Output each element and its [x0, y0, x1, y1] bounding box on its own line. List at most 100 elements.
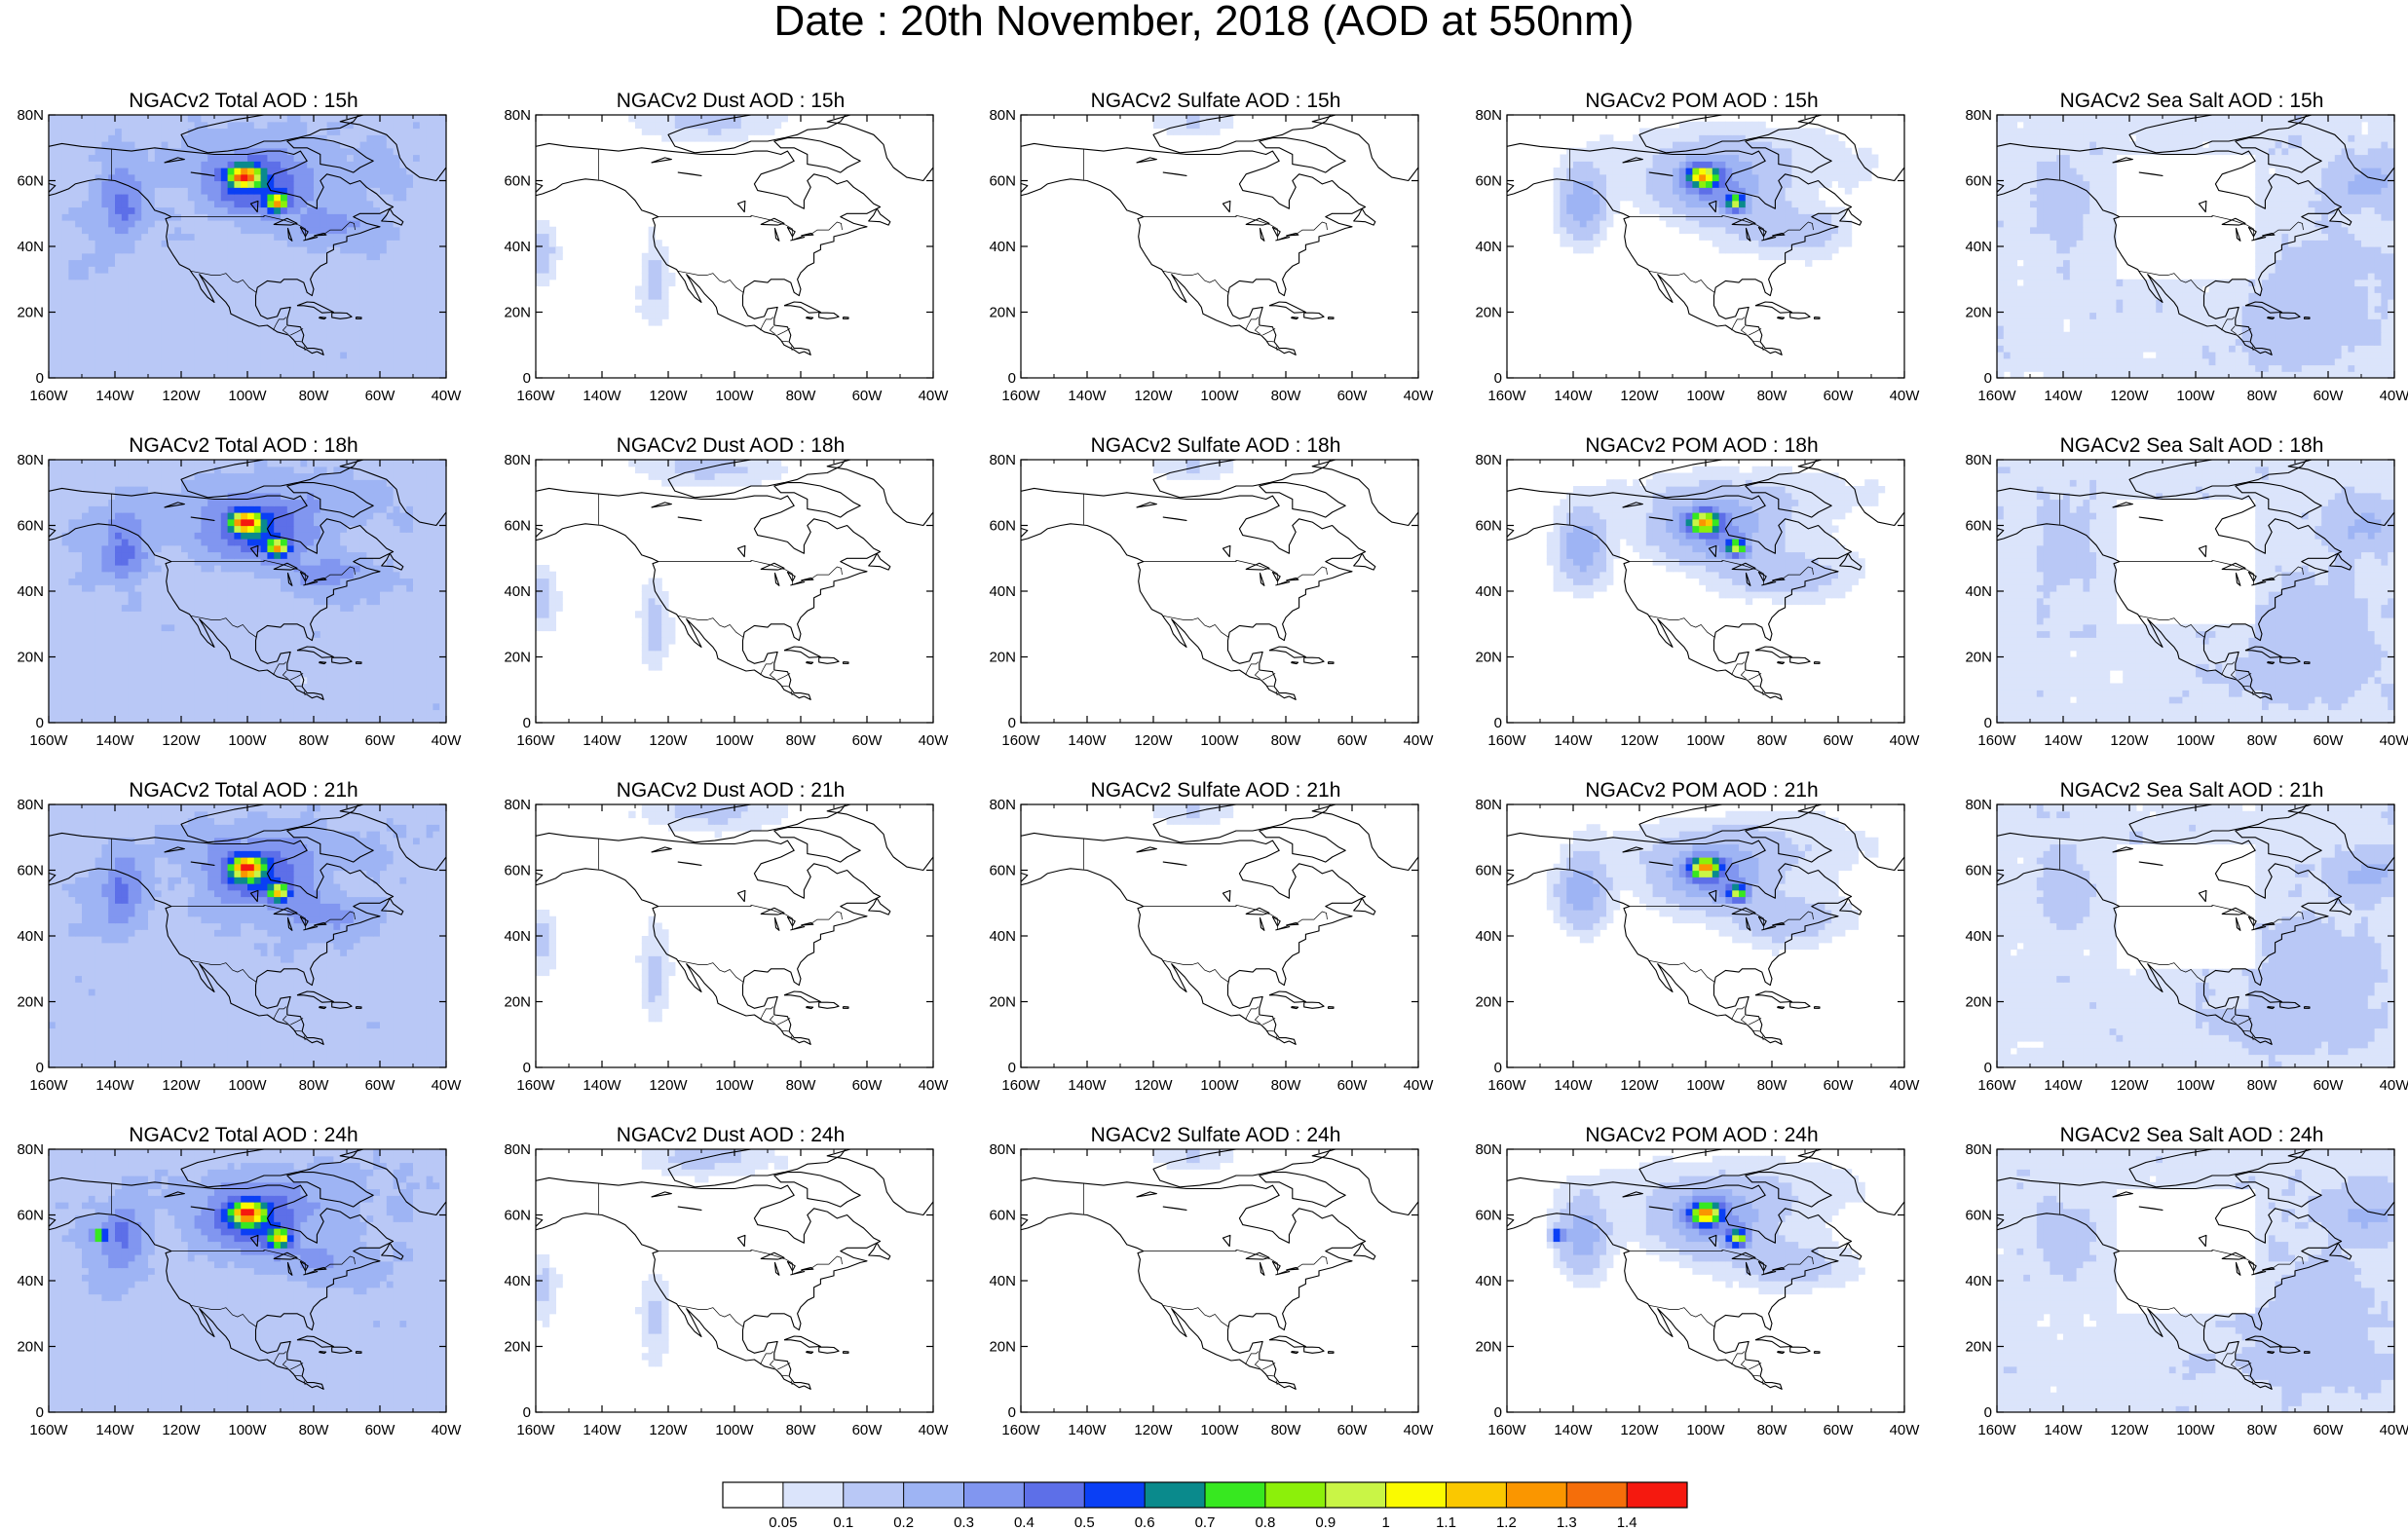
- map-panel-seasalt-18h: NGACv2 Sea Salt AOD : 18h 0 20N 40N 60N 80N 16…: [1948, 434, 2408, 775]
- lon-tick-label: 60W: [1824, 388, 1855, 404]
- colorbar-swatch: [1566, 1482, 1628, 1508]
- lat-tick-label: 0: [1494, 1404, 1502, 1421]
- lat-tick-label: 40N: [504, 1273, 531, 1289]
- lat-tick-label: 20N: [989, 650, 1016, 666]
- political-borders: [1569, 149, 1814, 352]
- lon-tick-label: 100W: [715, 1077, 754, 1094]
- map-panel-sulfate-21h: NGACv2 Sulfate AOD : 21h 0 20N 40N 60N 80N 160…: [972, 779, 1459, 1120]
- panel-title: NGACv2 Sea Salt AOD : 24h: [1948, 1124, 2408, 1149]
- lat-tick-label: 60N: [1475, 863, 1502, 879]
- lat-tick-label: 20N: [989, 305, 1016, 321]
- colorbar-swatch: [1446, 1482, 1507, 1508]
- map-panel-pom-21h: NGACv2 POM AOD : 21h 0 20N 40N 60N 80N 160W 140…: [1458, 779, 1945, 1120]
- coastlines: [1507, 804, 1904, 1045]
- political-borders: [1083, 494, 1328, 696]
- lon-tick-label: 60W: [852, 388, 884, 404]
- lat-tick-label: 0: [1008, 715, 1016, 731]
- lat-tick-label: 20N: [1475, 1339, 1502, 1356]
- lat-tick-label: 20N: [1475, 994, 1502, 1011]
- aod-map: 0 20N 40N 60N 80N 160W 140W 120W 100W 80W 60W 40W: [504, 1141, 949, 1438]
- aod-map: 0 20N 40N 60N 80N 160W 140W 120W 100W 80W 60W 40W: [989, 452, 1434, 749]
- lon-tick-label: 120W: [1620, 1422, 1659, 1438]
- lat-tick-label: 20N: [17, 994, 44, 1011]
- lon-tick-label: 60W: [365, 1077, 396, 1094]
- aod-map: 0 20N 40N 60N 80N 160W 140W 120W 100W 80W 60W 40W: [1965, 107, 2408, 404]
- lon-tick-label: 100W: [715, 1422, 754, 1438]
- lon-tick-label: 80W: [2247, 1077, 2278, 1094]
- aod-map: 0 20N 40N 60N 80N 160W 140W 120W 100W 80W 60W 40W: [989, 107, 1434, 404]
- lon-tick-label: 80W: [299, 1077, 330, 1094]
- lat-tick-label: 60N: [17, 518, 44, 535]
- lon-tick-label: 60W: [365, 732, 396, 749]
- lon-tick-label: 100W: [228, 388, 267, 404]
- lon-tick-label: 160W: [1977, 388, 2016, 404]
- lat-tick-label: 80N: [1475, 797, 1502, 813]
- lat-tick-label: 60N: [1965, 1208, 1992, 1224]
- lon-tick-label: 140W: [583, 732, 621, 749]
- map-panel-total-15h: NGACv2 Total AOD : 15h 0 20N 40N 60N 80N 160W 1…: [0, 90, 487, 430]
- lon-tick-label: 60W: [2314, 732, 2345, 749]
- aod-map: 0 20N 40N 60N 80N 160W 140W 120W 100W 80W 60W 40W: [1475, 1141, 1921, 1438]
- colorbar-label: 1.1: [1436, 1514, 1456, 1531]
- lon-tick-label: 40W: [1890, 388, 1921, 404]
- lon-tick-label: 100W: [1686, 388, 1725, 404]
- lon-tick-label: 120W: [2110, 732, 2149, 749]
- map-panel-sulfate-24h: NGACv2 Sulfate AOD : 24h 0 20N 40N 60N 80N 160…: [972, 1124, 1459, 1465]
- lat-tick-label: 80N: [1965, 107, 1992, 124]
- lat-tick-label: 0: [1984, 715, 1992, 731]
- lon-tick-label: 120W: [162, 1077, 201, 1094]
- lat-tick-label: 20N: [17, 305, 44, 321]
- political-borders: [598, 149, 843, 352]
- colorbar-label: 1: [1381, 1514, 1389, 1531]
- aod-map: 0 20N 40N 60N 80N 160W 140W 120W 100W 80W 60W 40W: [989, 797, 1434, 1094]
- aod-map: 0 20N 40N 60N 80N 160W 140W 120W 100W 80W 60W 40W: [1965, 1141, 2408, 1438]
- lon-tick-label: 60W: [852, 1422, 884, 1438]
- lon-tick-label: 40W: [2380, 1077, 2408, 1094]
- political-borders: [1569, 494, 1814, 696]
- lat-tick-label: 40N: [504, 239, 531, 255]
- lat-tick-label: 20N: [17, 1339, 44, 1356]
- colorbar-label: 0.05: [769, 1514, 797, 1531]
- lon-tick-label: 100W: [228, 1077, 267, 1094]
- colorbar-graphic: 0.05 0.1 0.2 0.3 0.4 0.5 0.6 0.7 0.8 0.9 1 1.1 1.2 1.…: [722, 1481, 1688, 1531]
- aod-map: 0 20N 40N 60N 80N 160W 140W 120W 100W 80W 60W 40W: [17, 1141, 462, 1438]
- lon-tick-label: 160W: [516, 1422, 555, 1438]
- aod-field: [536, 1149, 788, 1367]
- lon-tick-label: 140W: [95, 732, 134, 749]
- lon-tick-label: 120W: [649, 732, 688, 749]
- lon-tick-label: 80W: [1271, 1422, 1302, 1438]
- lon-tick-label: 100W: [2176, 388, 2215, 404]
- aod-field: [1546, 1155, 1865, 1295]
- lon-tick-label: 40W: [919, 1077, 950, 1094]
- political-borders: [1569, 839, 1814, 1041]
- lat-tick-label: 40N: [17, 1273, 44, 1289]
- lat-tick-label: 40N: [1965, 928, 1992, 945]
- colorbar-swatch: [1506, 1482, 1567, 1508]
- lon-tick-label: 140W: [2044, 732, 2083, 749]
- lon-tick-label: 80W: [1757, 1077, 1788, 1094]
- aod-field: [1153, 804, 1234, 825]
- lat-tick-label: 40N: [1475, 583, 1502, 600]
- lat-tick-label: 60N: [1475, 1208, 1502, 1224]
- political-borders: [111, 839, 356, 1041]
- lon-tick-label: 160W: [1977, 732, 2016, 749]
- lon-tick-label: 160W: [1977, 1077, 2016, 1094]
- lat-tick-label: 0: [1008, 370, 1016, 387]
- lat-tick-label: 20N: [1475, 305, 1502, 321]
- lon-tick-label: 40W: [1890, 1422, 1921, 1438]
- colorbar-swatch: [1264, 1482, 1327, 1508]
- lat-tick-label: 40N: [1965, 1273, 1992, 1289]
- lon-tick-label: 120W: [2110, 388, 2149, 404]
- lon-tick-label: 100W: [1686, 1077, 1725, 1094]
- colorbar-label: 0.8: [1255, 1514, 1275, 1531]
- panel-title: NGACv2 Total AOD : 24h: [0, 1124, 487, 1149]
- lon-tick-label: 140W: [583, 1422, 621, 1438]
- colorbar-swatch: [903, 1482, 965, 1508]
- lon-tick-label: 60W: [852, 1077, 884, 1094]
- colorbar-label: 1.3: [1557, 1514, 1577, 1531]
- aod-field: [1553, 121, 1879, 267]
- panel-title: NGACv2 Dust AOD : 15h: [487, 90, 974, 115]
- coastlines: [1997, 115, 2394, 355]
- panel-title: NGACv2 POM AOD : 24h: [1458, 1124, 1945, 1149]
- political-borders: [1083, 149, 1328, 352]
